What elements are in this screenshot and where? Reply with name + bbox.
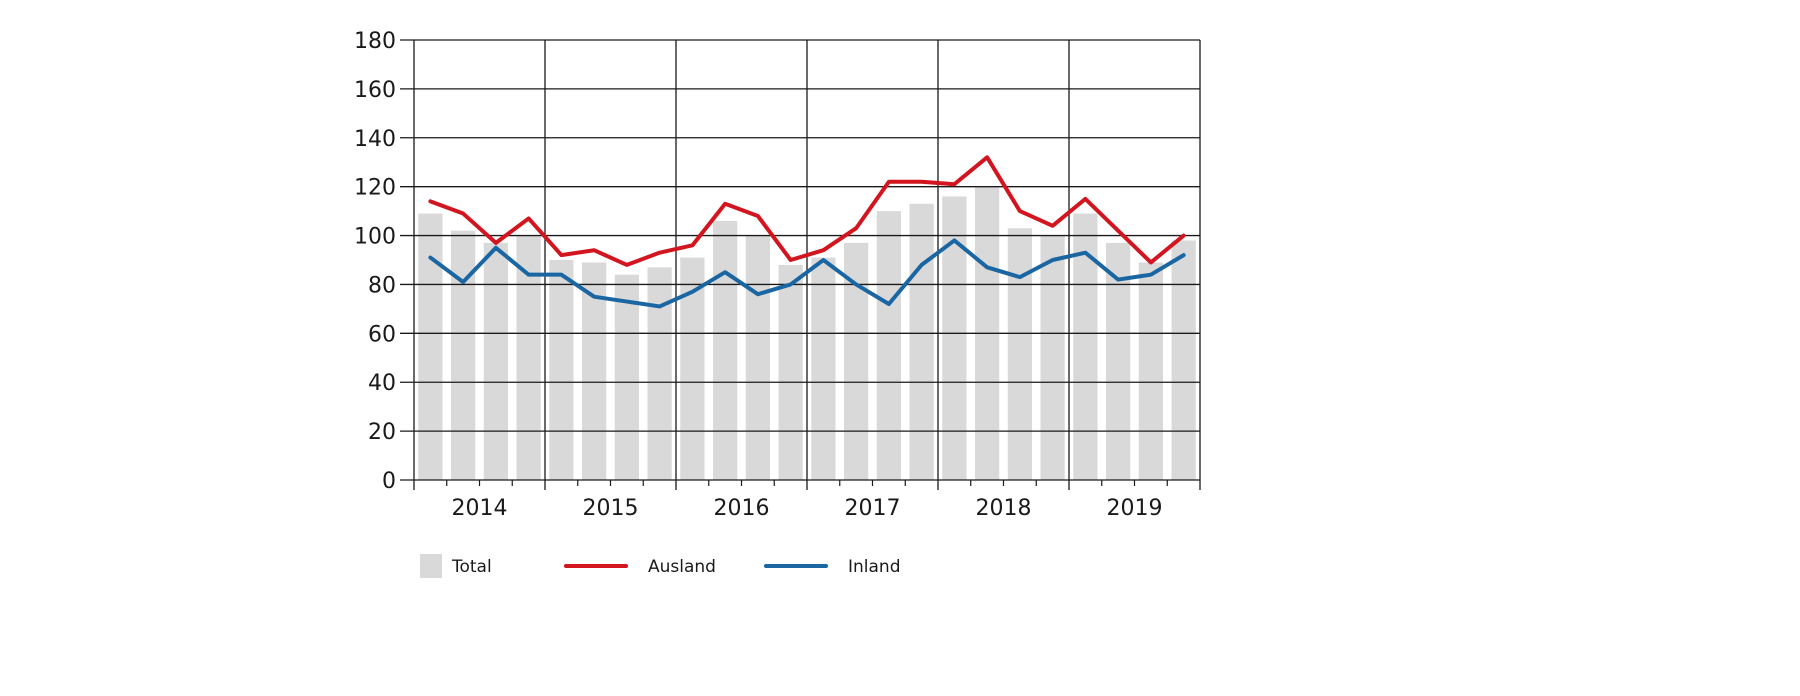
- bar-total-6: [614, 274, 639, 480]
- x-tick-label: 2018: [976, 496, 1032, 521]
- legend: Total Ausland Inland: [420, 554, 901, 578]
- y-tick-label: 80: [368, 273, 396, 298]
- bar-total-11: [778, 264, 803, 480]
- y-tick-label: 20: [368, 420, 396, 445]
- axis-layer: 0 20 40 60 80 100 120 140 160 180 2014 2015 2016 2017…: [354, 29, 1163, 521]
- bar-total-18: [1007, 228, 1032, 480]
- y-tick-label: 180: [354, 29, 396, 54]
- bar-total-7: [647, 267, 672, 480]
- y-tick-label: 100: [354, 225, 396, 250]
- grid-layer: [400, 39, 1201, 490]
- legend-swatch-total: [420, 554, 442, 578]
- bar-total-23: [1171, 240, 1196, 480]
- y-tick-label: 160: [354, 78, 396, 103]
- x-tick-label: 2019: [1107, 496, 1163, 521]
- bar-total-12: [811, 257, 836, 480]
- bar-total-19: [1040, 235, 1065, 480]
- line-ausland: [428, 155, 1186, 267]
- lines-layer: [428, 155, 1186, 309]
- y-tick-label: 40: [368, 371, 396, 396]
- legend-label-inland: Inland: [848, 557, 901, 577]
- y-tick-label: 60: [368, 322, 396, 347]
- bar-total-21: [1106, 242, 1131, 480]
- bar-total-1: [451, 230, 476, 480]
- bar-total-9: [713, 220, 738, 480]
- bar-total-15: [909, 203, 934, 480]
- bar-total-2: [483, 242, 508, 480]
- x-tick-label: 2016: [714, 496, 770, 521]
- x-tick-label: 2015: [583, 496, 639, 521]
- legend-label-total: Total: [451, 557, 492, 577]
- x-tick-label: 2014: [452, 496, 508, 521]
- bar-total-0: [418, 213, 443, 480]
- bar-total-16: [942, 196, 967, 480]
- y-tick-label: 120: [354, 176, 396, 201]
- bar-total-10: [745, 235, 770, 480]
- bar-total-4: [549, 260, 574, 480]
- x-tick-label: 2017: [845, 496, 901, 521]
- line-inland: [428, 238, 1186, 309]
- legend-label-ausland: Ausland: [648, 557, 716, 577]
- y-tick-label: 0: [382, 469, 396, 494]
- bar-total-14: [876, 211, 901, 481]
- y-tick-label: 140: [354, 127, 396, 152]
- bar-total-22: [1138, 262, 1163, 480]
